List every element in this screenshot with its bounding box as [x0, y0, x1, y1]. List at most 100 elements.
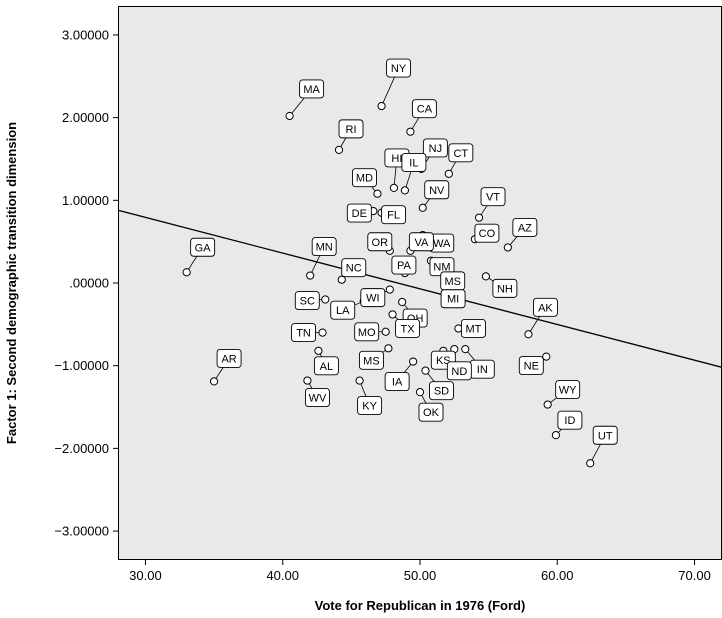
- point-label-box: [381, 205, 407, 225]
- point-label-text: NJ: [429, 143, 442, 155]
- point-label-text: WV: [309, 393, 327, 405]
- data-point-nh: [481, 272, 490, 281]
- point-label-text: NV: [429, 185, 445, 197]
- point-label-text: KY: [362, 401, 377, 413]
- point-label-ri: RI: [338, 119, 364, 139]
- x-tick-label: 50.00: [404, 568, 437, 583]
- data-point-wy: [543, 400, 552, 409]
- point-label-text: NE: [524, 361, 539, 373]
- point-label-in: IN: [469, 359, 495, 379]
- point-label-nd: ND: [446, 361, 472, 381]
- data-point-nc: [337, 275, 346, 284]
- point-label-box: [446, 361, 472, 381]
- data-point-ms: [384, 344, 393, 353]
- y-tick-label: 1.00000: [62, 193, 109, 208]
- point-label-text: ND: [451, 366, 467, 378]
- point-label-ia: IA: [384, 372, 410, 392]
- y-tick-label: −2.00000: [54, 441, 109, 456]
- point-label-ca: CA: [411, 99, 437, 119]
- data-point-sc: [321, 295, 330, 304]
- point-label-ms: MS: [440, 271, 466, 291]
- point-label-sd: SD: [429, 381, 454, 401]
- point-label-box: [313, 356, 339, 376]
- point-label-box: [304, 388, 330, 408]
- point-label-or: OR: [367, 232, 393, 252]
- point-label-wa: WA: [429, 233, 455, 253]
- point-label-box: [424, 180, 450, 200]
- data-point-ga: [182, 268, 191, 277]
- point-label-text: CA: [417, 104, 433, 116]
- point-label-text: WY: [559, 385, 577, 397]
- point-label-fl: FL: [381, 205, 407, 225]
- point-label-az: AZ: [512, 217, 538, 237]
- point-label-al: AL: [313, 356, 339, 376]
- point-label-text: GA: [195, 242, 212, 254]
- point-label-va: VA: [408, 232, 434, 252]
- data-point-id: [551, 431, 561, 440]
- point-label-box: [460, 319, 486, 338]
- data-point-al: [314, 346, 323, 355]
- point-label-text: SD: [434, 386, 449, 398]
- point-label-ne: NE: [518, 356, 544, 376]
- point-label-mn: MN: [311, 237, 337, 257]
- point-label-tx: TX: [395, 318, 420, 338]
- point-label-box: [480, 187, 506, 207]
- point-label-tn: TN: [291, 323, 316, 343]
- point-labels: MA NY CA RI CT NJ HI IL MD NV VT DE FL AZ WA VA OR CO GA MN…: [190, 58, 618, 445]
- data-point-oh: [398, 297, 407, 307]
- point-label-box: [291, 323, 316, 343]
- data-point-sd: [421, 366, 430, 375]
- point-label-box: [341, 258, 367, 278]
- point-label-box: [338, 119, 364, 139]
- point-label-box: [386, 58, 412, 78]
- point-label-box: [418, 402, 444, 422]
- point-label-ny: NY: [386, 58, 412, 78]
- data-point-mt: [454, 324, 463, 333]
- data-point-ok: [415, 388, 425, 397]
- point-label-vt: VT: [480, 187, 506, 207]
- point-label-nc: NC: [341, 258, 367, 278]
- point-label-mt: MT: [460, 319, 486, 338]
- point-label-text: MS: [444, 276, 461, 288]
- point-label-box: [354, 322, 380, 342]
- point-label-box: [330, 300, 356, 320]
- data-point-tn: [318, 328, 327, 337]
- point-label-ga: GA: [190, 237, 216, 257]
- data-point-hi: [389, 183, 399, 193]
- point-label-box: [367, 232, 393, 252]
- point-label-text: AZ: [518, 222, 532, 234]
- point-label-text: MT: [465, 323, 481, 335]
- point-label-nv: NV: [424, 180, 450, 200]
- point-label-box: [395, 318, 420, 338]
- x-axis-title: Vote for Republican in 1976 (Ford): [315, 598, 526, 613]
- point-label-box: [351, 168, 377, 188]
- point-label-mi: MI: [440, 289, 466, 309]
- point-label-la: LA: [330, 300, 356, 320]
- data-point-ia: [409, 357, 418, 366]
- point-label-text: MI: [447, 294, 459, 306]
- point-label-text: UT: [598, 430, 613, 442]
- data-point-ca: [406, 127, 415, 136]
- data-point-vt: [474, 213, 484, 222]
- data-point-wv: [303, 376, 312, 385]
- point-label-text: TN: [296, 328, 311, 340]
- point-label-box: [411, 99, 437, 119]
- point-label-box: [492, 278, 518, 298]
- data-point-ny: [377, 101, 386, 111]
- point-label-text: AR: [221, 353, 236, 365]
- x-tick-label: 70.00: [678, 568, 711, 583]
- data-point-ri: [334, 145, 344, 154]
- point-label-box: [346, 203, 372, 223]
- data-point-wi: [385, 285, 394, 294]
- point-label-text: HI: [391, 153, 402, 165]
- point-label-text: AK: [538, 302, 553, 314]
- point-label-box: [408, 232, 434, 252]
- point-label-box: [557, 410, 583, 430]
- y-tick-label: .00000: [69, 276, 109, 291]
- point-label-text: NY: [391, 63, 407, 75]
- point-label-box: [357, 396, 383, 416]
- data-point-ak: [524, 330, 533, 339]
- data-point-tx: [388, 310, 397, 319]
- y-tick-label: 3.00000: [62, 27, 109, 42]
